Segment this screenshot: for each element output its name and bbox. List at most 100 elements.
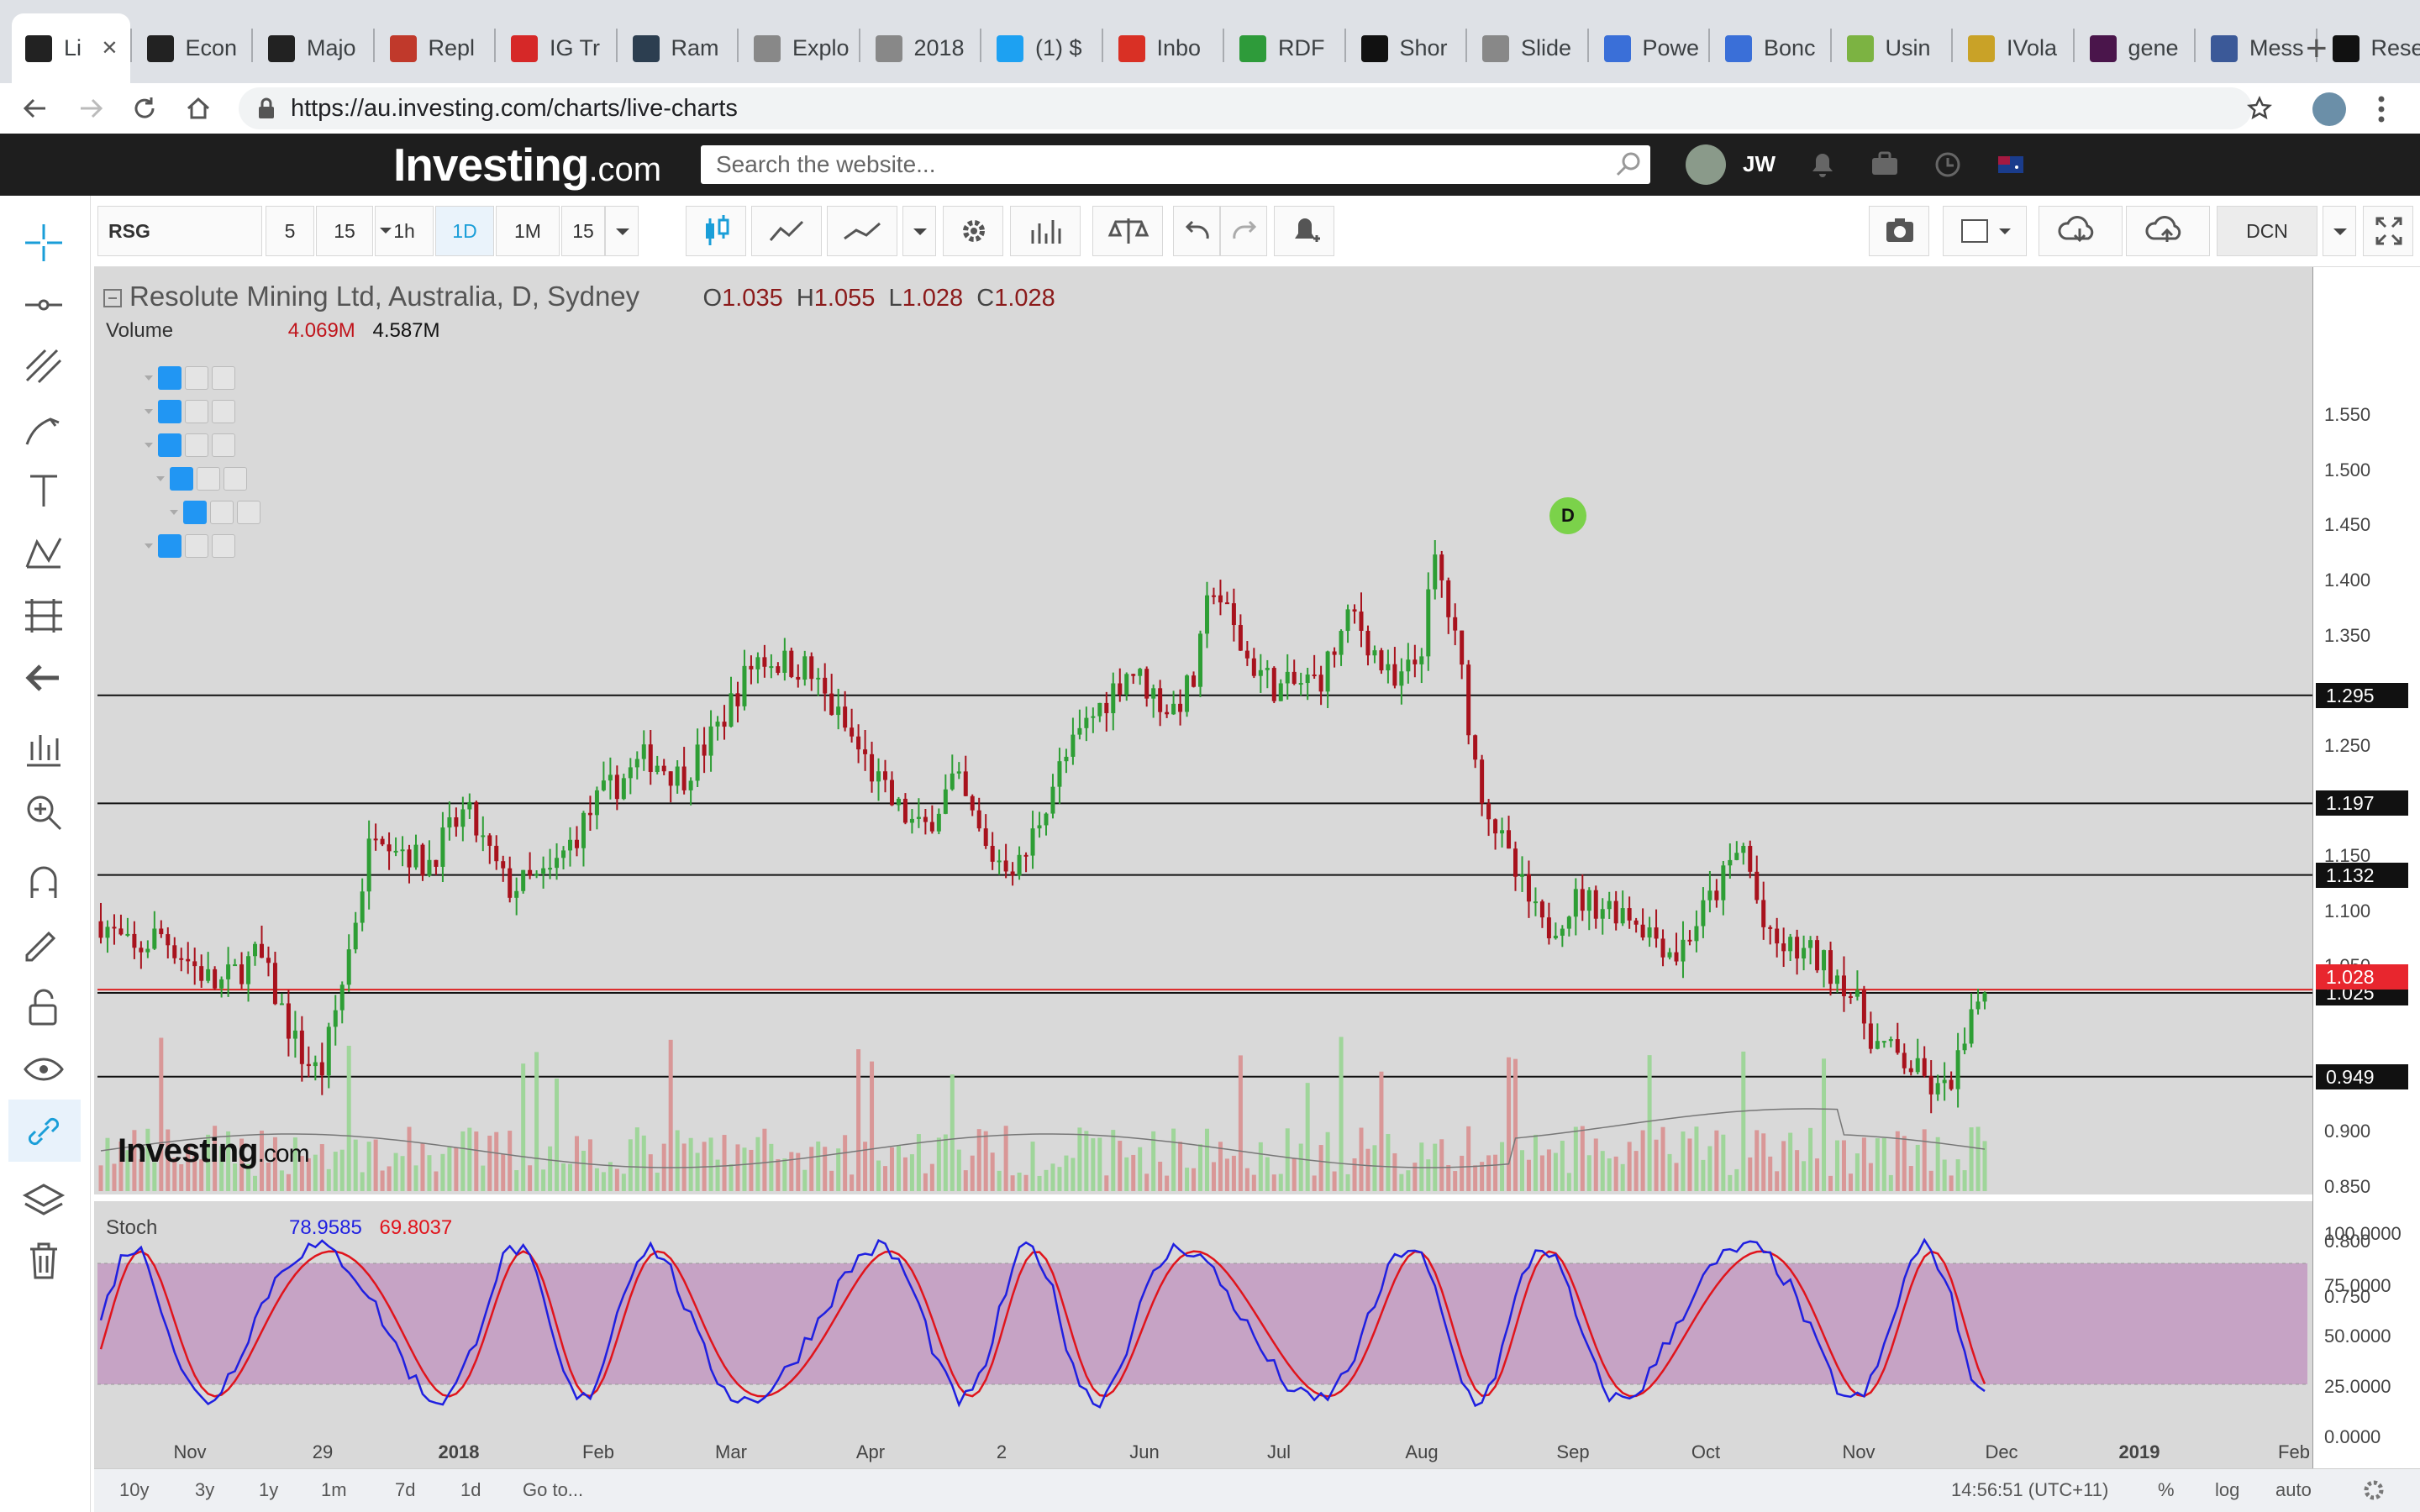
browser-tab[interactable]: Powe — [1591, 13, 1709, 83]
visibility-icon[interactable] — [158, 534, 182, 558]
compare-button[interactable] — [1092, 206, 1163, 256]
link-icon[interactable] — [20, 1108, 67, 1155]
browser-tab[interactable]: (1) $ — [983, 13, 1102, 83]
australia-flag-icon[interactable] — [1998, 156, 2023, 173]
close-icon[interactable] — [212, 534, 235, 558]
area-chart-button[interactable] — [751, 206, 822, 256]
close-icon[interactable] — [237, 501, 260, 524]
interval-button[interactable]: 1D — [435, 206, 494, 256]
close-tab-icon[interactable]: ✕ — [101, 37, 118, 60]
redo-button[interactable] — [1220, 206, 1267, 256]
address-input[interactable]: https://au.investing.com/charts/live-cha… — [239, 87, 2252, 129]
cloud-download-button[interactable] — [2039, 206, 2123, 256]
browser-tab[interactable]: IG Tr — [497, 13, 616, 83]
browser-tab[interactable]: Ram — [619, 13, 738, 83]
fullscreen-button[interactable] — [2363, 206, 2413, 256]
trash-icon[interactable] — [20, 1237, 67, 1284]
chevron-down-icon[interactable] — [168, 507, 180, 518]
horizontal-line-icon[interactable] — [20, 281, 67, 328]
fib-icon[interactable] — [20, 592, 67, 639]
layers-icon[interactable] — [20, 1179, 67, 1226]
gear-icon[interactable] — [185, 433, 208, 457]
close-icon[interactable] — [212, 366, 235, 390]
unlock-icon[interactable] — [20, 984, 67, 1031]
visibility-icon[interactable] — [158, 400, 182, 423]
browser-tab[interactable]: Rese — [2319, 13, 2420, 83]
scale-option[interactable]: auto — [2275, 1479, 2312, 1500]
browser-tab[interactable]: Explo — [740, 13, 859, 83]
bell-icon[interactable] — [1810, 151, 1835, 178]
visibility-icon[interactable] — [158, 366, 182, 390]
crosshair-icon[interactable] — [20, 219, 67, 266]
interval-button[interactable]: 5 — [266, 206, 314, 256]
interval-menu[interactable] — [605, 206, 639, 256]
scale-option[interactable]: log — [2215, 1479, 2240, 1500]
home-icon[interactable] — [185, 95, 212, 122]
portfolio-icon[interactable] — [1870, 151, 1899, 176]
browser-tab[interactable]: Usin — [1833, 13, 1952, 83]
alert-button[interactable] — [1274, 206, 1334, 256]
range-button[interactable]: 10y — [119, 1479, 150, 1500]
back-arrow-icon[interactable] — [20, 654, 67, 701]
magnet-icon[interactable] — [20, 859, 67, 906]
scale-option[interactable]: % — [2158, 1479, 2175, 1500]
settings-button[interactable] — [943, 206, 1003, 256]
site-search-input[interactable]: Search the website... — [701, 145, 1650, 184]
close-icon[interactable] — [212, 433, 235, 457]
chevron-down-icon[interactable] — [155, 473, 166, 485]
user-name[interactable]: JW — [1743, 151, 1776, 176]
reload-icon[interactable] — [131, 95, 158, 122]
investing-logo[interactable]: Investing.com — [393, 139, 662, 191]
visibility-icon[interactable] — [183, 501, 207, 524]
brush-icon[interactable] — [20, 406, 67, 453]
color-picker-button[interactable] — [1943, 206, 2027, 256]
search-icon[interactable] — [1615, 151, 1642, 178]
range-button[interactable]: 3y — [195, 1479, 215, 1500]
interval-button[interactable]: 1M — [496, 206, 560, 256]
measure-icon[interactable] — [20, 727, 67, 774]
symbol-input[interactable]: RSG — [97, 206, 262, 256]
pattern-icon[interactable] — [20, 530, 67, 577]
bookmark-star-icon[interactable] — [2247, 96, 2272, 121]
gear-icon[interactable] — [197, 467, 220, 491]
chevron-down-icon[interactable] — [143, 439, 155, 451]
menu-dots-icon[interactable] — [2376, 94, 2386, 124]
browser-tab[interactable]: Econ — [134, 13, 252, 83]
collapse-icon[interactable] — [103, 288, 123, 308]
browser-tab[interactable]: gene — [2076, 13, 2195, 83]
browser-tab[interactable]: Majo — [255, 13, 373, 83]
line-chart-button[interactable] — [827, 206, 897, 256]
pencil-lock-icon[interactable] — [20, 921, 67, 969]
range-button[interactable]: 7d — [395, 1479, 416, 1500]
clock-icon[interactable] — [1934, 151, 1961, 178]
profile-avatar[interactable] — [2312, 92, 2346, 126]
browser-tab[interactable]: Repl — [376, 13, 495, 83]
gear-icon[interactable] — [185, 366, 208, 390]
trend-lines-icon[interactable] — [20, 344, 67, 391]
interval-button[interactable]: 15 — [316, 206, 373, 256]
user-avatar[interactable] — [1686, 144, 1726, 185]
browser-tab[interactable]: Shor — [1348, 13, 1466, 83]
candles-button[interactable] — [686, 206, 746, 256]
zoom-icon[interactable] — [20, 789, 67, 836]
gear-icon[interactable] — [210, 501, 234, 524]
browser-tab[interactable]: RDF — [1226, 13, 1344, 83]
alert-marker[interactable]: D — [1549, 497, 1586, 534]
chevron-down-icon[interactable] — [143, 540, 155, 552]
eye-icon[interactable] — [20, 1046, 67, 1093]
browser-tab[interactable]: Mess — [2197, 13, 2316, 83]
close-icon[interactable] — [212, 400, 235, 423]
visibility-icon[interactable] — [170, 467, 193, 491]
text-tool-icon[interactable] — [20, 468, 67, 515]
undo-button[interactable] — [1173, 206, 1220, 256]
new-tab-button[interactable]: + — [2306, 27, 2328, 69]
range-button[interactable]: Go to... — [523, 1479, 584, 1500]
back-icon[interactable] — [22, 95, 49, 122]
chevron-down-icon[interactable] — [143, 406, 155, 417]
visibility-icon[interactable] — [158, 433, 182, 457]
cloud-upload-button[interactable] — [2126, 206, 2210, 256]
browser-tab[interactable]: Slide — [1469, 13, 1587, 83]
browser-tab[interactable]: Inbo — [1105, 13, 1223, 83]
gear-icon[interactable] — [185, 400, 208, 423]
chart-type-menu[interactable] — [902, 206, 936, 256]
